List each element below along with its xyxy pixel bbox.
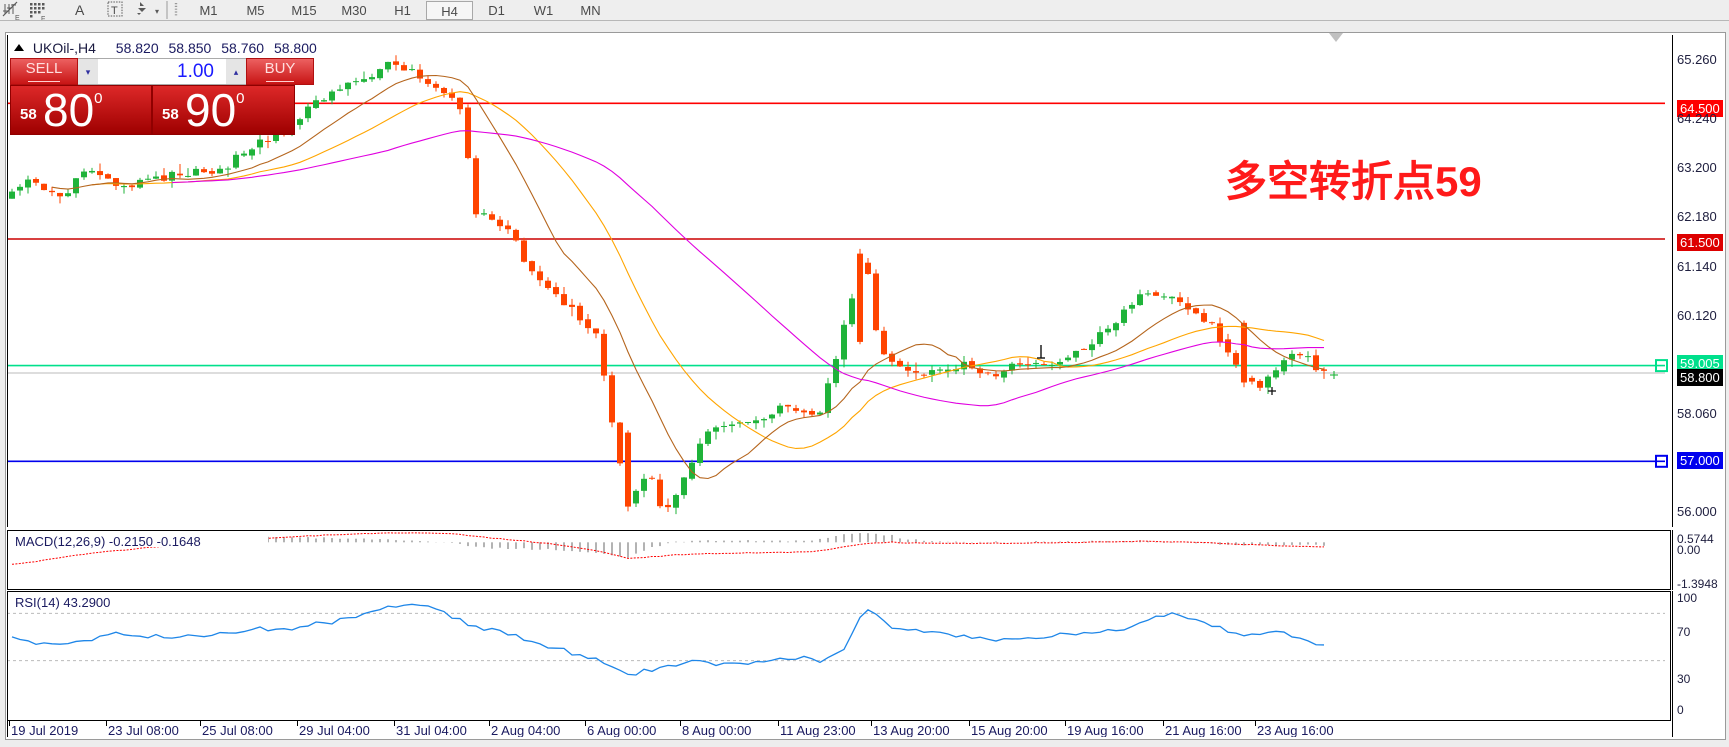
svg-text:T: T (111, 5, 118, 17)
svg-text:F: F (41, 16, 45, 20)
svg-text:A: A (75, 2, 85, 18)
svg-text:▾: ▾ (155, 7, 159, 16)
svg-text:E: E (15, 15, 20, 20)
